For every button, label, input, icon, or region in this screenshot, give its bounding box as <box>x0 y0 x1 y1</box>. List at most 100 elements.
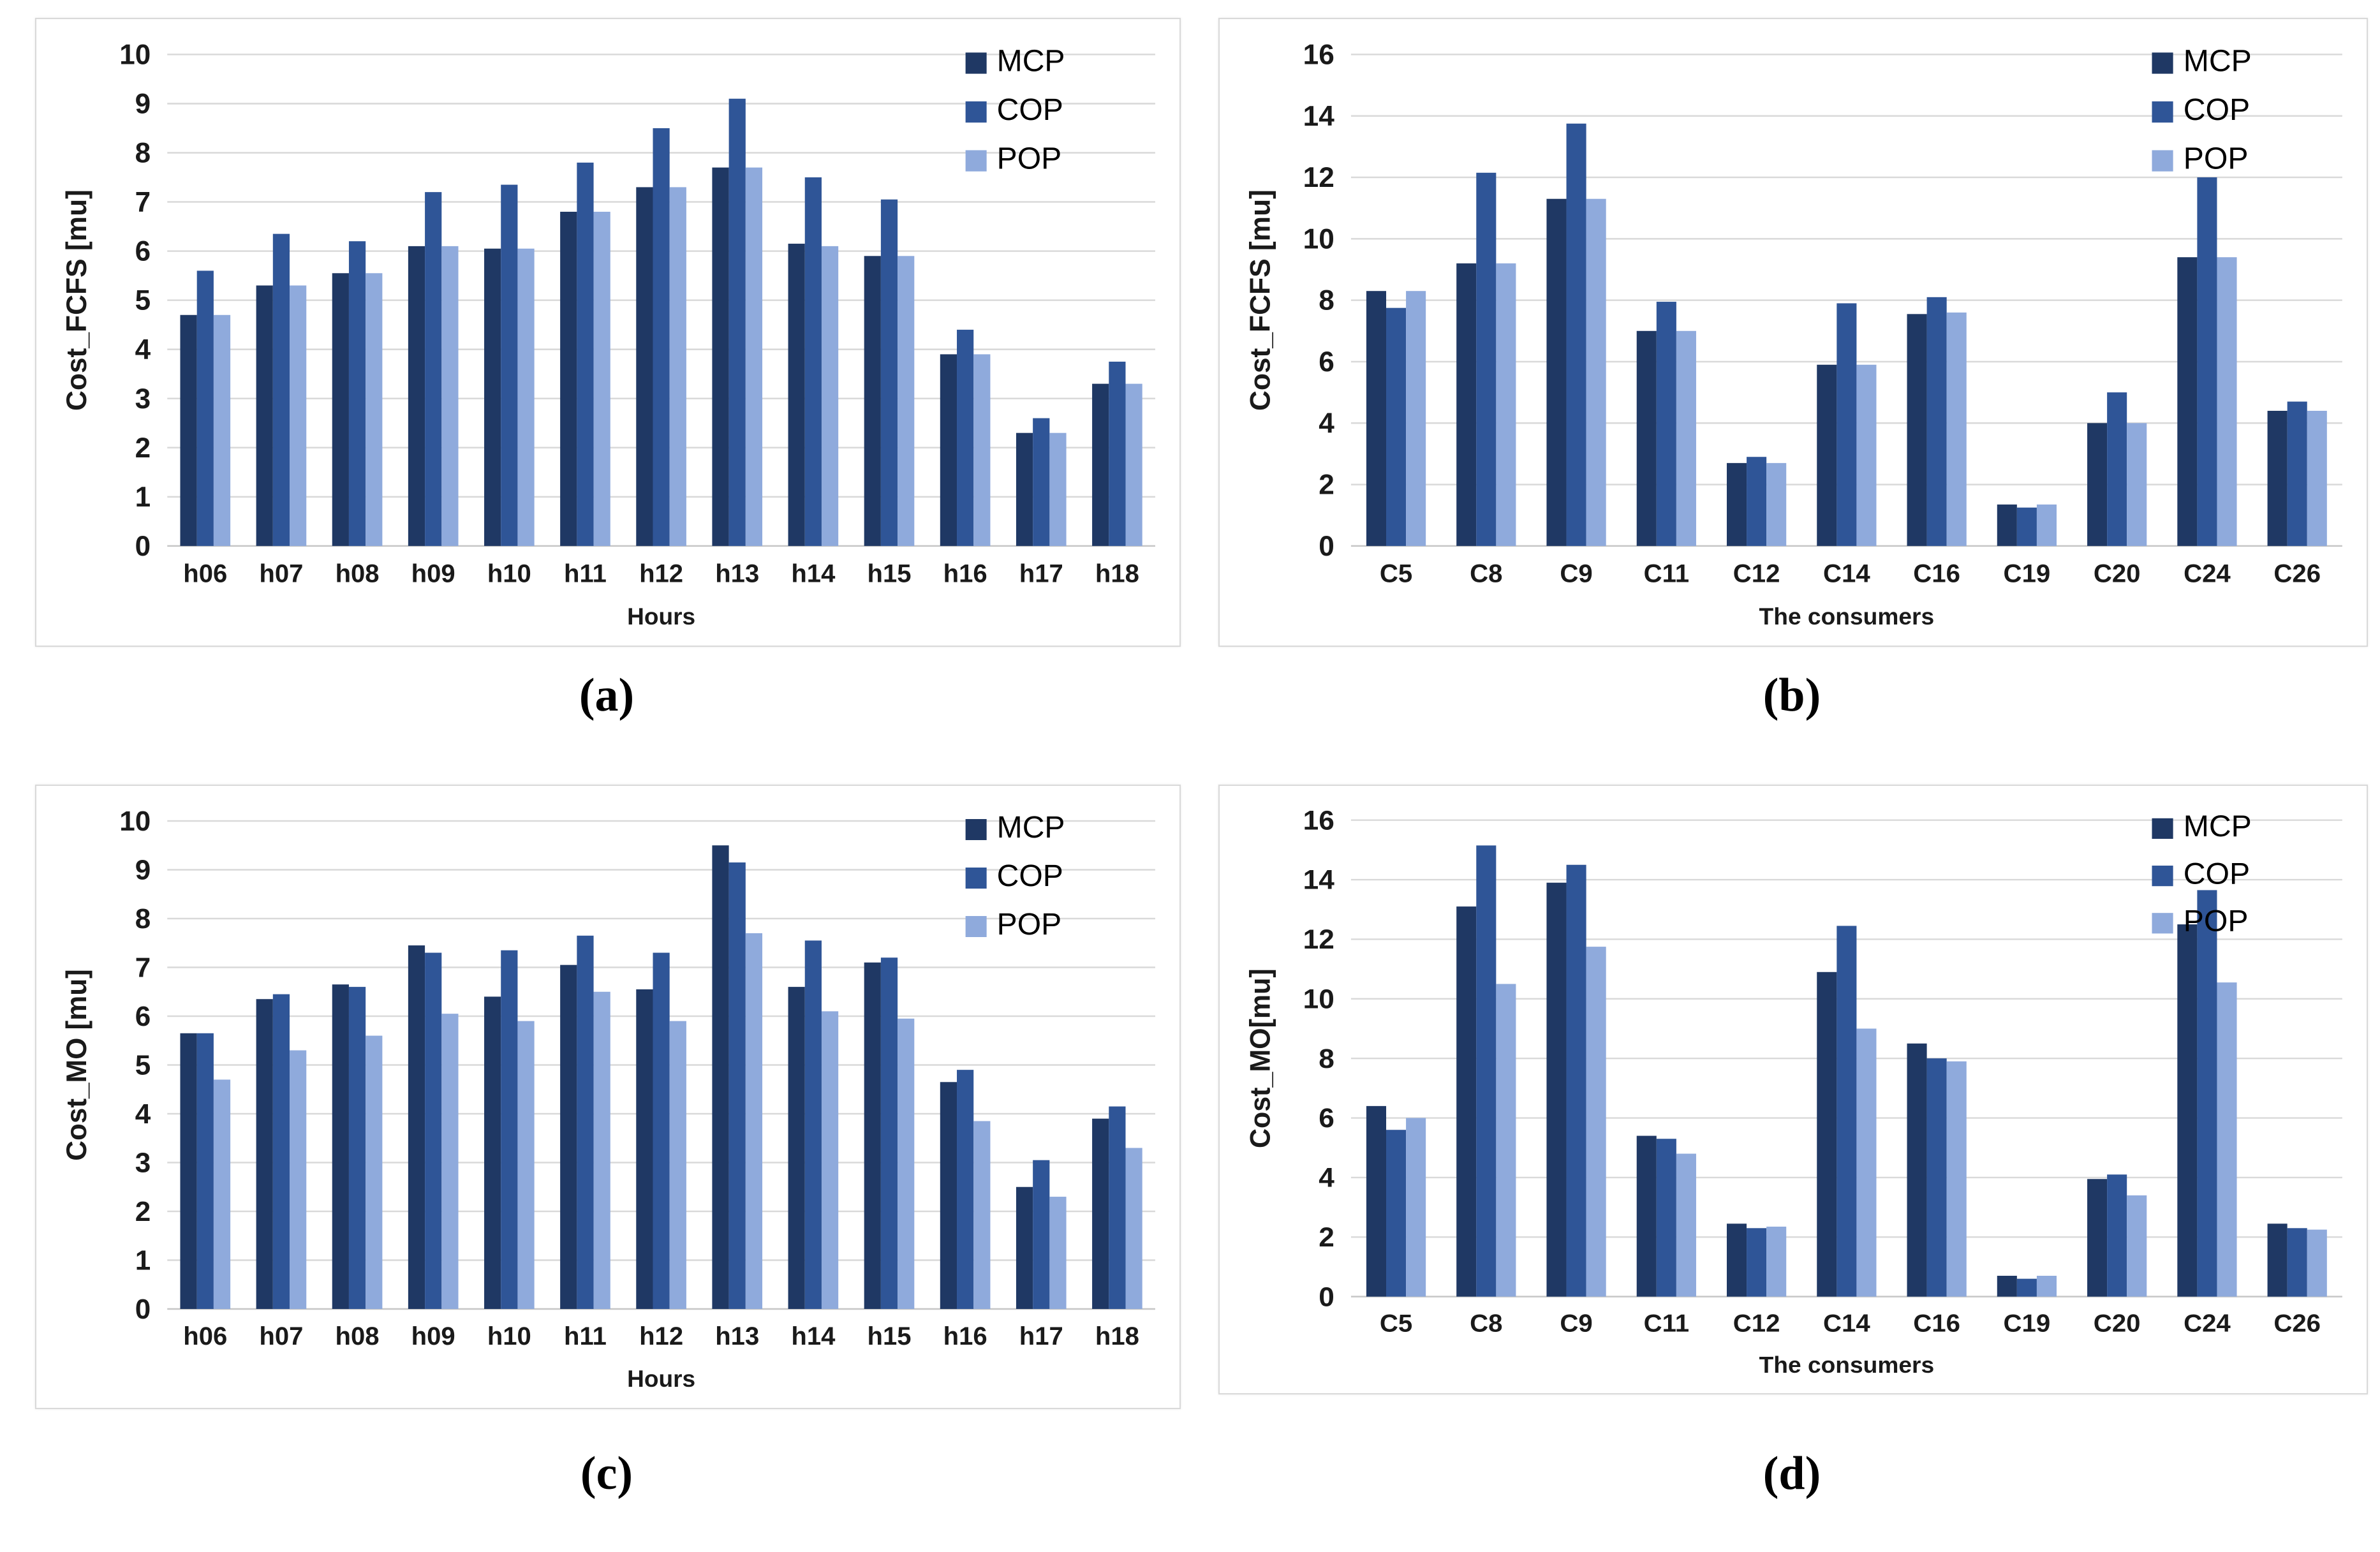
y-tick-label: 4 <box>135 334 151 366</box>
category-label-h08: h08 <box>336 559 380 588</box>
bar-COP-h11 <box>577 935 594 1309</box>
bar-POP-h11 <box>593 991 610 1309</box>
category-label-C9: C9 <box>1560 559 1592 588</box>
bar-POP-h16 <box>973 1121 991 1309</box>
y-tick-label: 3 <box>135 383 151 415</box>
category-label-C12: C12 <box>1733 559 1780 588</box>
chart-panel-d: 0 2 4 6 8 10 12 14 16 C5 C8 C9 C11 C12 C14 C16 C19 C20 C24… <box>1218 785 2368 1394</box>
bar-POP-C20 <box>2127 423 2147 546</box>
bar-COP-h16 <box>957 1070 974 1309</box>
y-tick-label: 10 <box>1303 223 1334 255</box>
y-axis-title: Cost_FCFS [mu] <box>1245 189 1276 411</box>
bar-POP-h11 <box>593 211 610 546</box>
bar-COP-h14 <box>804 177 822 546</box>
bar-COP-h09 <box>425 952 442 1309</box>
category-label-C8: C8 <box>1470 1310 1502 1337</box>
category-label-h06: h06 <box>183 1322 227 1350</box>
bar-COP-h18 <box>1109 1106 1126 1309</box>
bar-MCP-h10 <box>484 248 501 546</box>
bar-POP-C26 <box>2307 411 2327 546</box>
y-tick-label: 6 <box>1319 346 1334 378</box>
bar-MCP-C19 <box>1997 1275 2017 1297</box>
x-axis-title: Hours <box>627 1365 695 1392</box>
bar-POP-C24 <box>2217 257 2237 546</box>
bar-POP-h17 <box>1049 432 1067 546</box>
category-label-h06: h06 <box>183 559 227 588</box>
bar-POP-C16 <box>1946 312 1967 546</box>
x-axis-title: The consumers <box>1759 603 1935 630</box>
bar-COP-C26 <box>2287 1228 2307 1297</box>
bar-COP-C16 <box>1926 297 1947 546</box>
chart-panel-a: 0 1 2 3 4 5 6 7 8 9 10 h06 h07 h08 h09 h10 h11 h12 h13 h14 h… <box>35 18 1181 647</box>
x-axis-title: The consumers <box>1759 1352 1935 1377</box>
y-tick-label: 14 <box>1303 865 1334 895</box>
bar-COP-h14 <box>804 940 822 1309</box>
bar-COP-C5 <box>1386 1130 1407 1297</box>
category-label-C16: C16 <box>1913 559 1960 588</box>
bar-MCP-C9 <box>1546 882 1567 1297</box>
bar-POP-h18 <box>1125 1148 1142 1309</box>
bar-COP-C19 <box>2016 507 2037 546</box>
category-label-h12: h12 <box>639 559 683 588</box>
bar-COP-h17 <box>1033 418 1050 546</box>
y-tick-label: 0 <box>135 1294 151 1325</box>
bar-COP-h08 <box>348 241 366 546</box>
category-label-C11: C11 <box>1644 559 1689 588</box>
category-label-C5: C5 <box>1380 1310 1412 1337</box>
category-label-h10: h10 <box>487 1322 531 1350</box>
bar-POP-h08 <box>366 273 383 546</box>
bar-MCP-h18 <box>1092 383 1109 546</box>
legend-label-POP: POP <box>997 908 1061 942</box>
category-label-h16: h16 <box>943 1322 987 1350</box>
bar-MCP-h06 <box>180 314 197 546</box>
bar-MCP-h16 <box>940 354 957 546</box>
y-tick-label: 2 <box>1319 469 1334 501</box>
y-tick-label: 8 <box>1319 285 1334 316</box>
bar-MCP-h07 <box>256 285 273 546</box>
category-label-h16: h16 <box>943 559 987 588</box>
bar-MCP-h13 <box>712 845 729 1309</box>
bar-MCP-h08 <box>332 273 349 546</box>
caption-b: (b) <box>1763 669 1821 721</box>
category-label-h13: h13 <box>715 559 759 588</box>
y-tick-label: 10 <box>119 39 151 70</box>
legend-swatch-MCP <box>2152 818 2173 839</box>
bar-MCP-C14 <box>1817 972 1837 1297</box>
bar-MCP-C12 <box>1726 1223 1747 1297</box>
legend-swatch-POP <box>2152 150 2173 172</box>
bar-MCP-h09 <box>408 945 425 1309</box>
bar-POP-h10 <box>517 1021 535 1309</box>
y-tick-label: 8 <box>1319 1044 1334 1074</box>
bar-MCP-h17 <box>1016 432 1033 546</box>
y-tick-label: 6 <box>1319 1104 1334 1134</box>
y-tick-label: 2 <box>135 1196 151 1227</box>
category-label-C24: C24 <box>2184 1310 2231 1337</box>
y-tick-label: 4 <box>1319 1163 1334 1193</box>
category-label-C9: C9 <box>1560 1310 1592 1337</box>
bar-MCP-h14 <box>788 244 805 546</box>
bar-POP-h10 <box>517 248 535 546</box>
legend-label-POP: POP <box>2184 905 2249 938</box>
bar-MCP-h17 <box>1016 1186 1033 1309</box>
y-tick-label: 5 <box>135 285 151 316</box>
bar-POP-h13 <box>745 167 763 546</box>
bar-MCP-h12 <box>636 187 653 546</box>
bar-MCP-h13 <box>712 167 729 546</box>
bar-POP-h15 <box>898 1018 915 1309</box>
bar-POP-h09 <box>441 246 459 546</box>
category-label-h18: h18 <box>1095 559 1139 588</box>
bar-MCP-h10 <box>484 996 501 1309</box>
y-tick-label: 12 <box>1303 925 1334 955</box>
bar-MCP-h14 <box>788 987 805 1309</box>
caption-d: (d) <box>1763 1447 1821 1500</box>
bar-POP-C5 <box>1406 291 1426 546</box>
category-label-h17: h17 <box>1019 559 1063 588</box>
bar-POP-C8 <box>1496 263 1516 546</box>
bar-COP-C16 <box>1926 1058 1947 1297</box>
bar-POP-h06 <box>213 1079 231 1309</box>
bar-MCP-h15 <box>864 256 881 546</box>
category-label-C19: C19 <box>2004 559 2051 588</box>
legend-swatch-COP <box>965 101 987 123</box>
bar-MCP-h15 <box>864 962 881 1309</box>
legend-swatch-MCP <box>965 52 987 74</box>
